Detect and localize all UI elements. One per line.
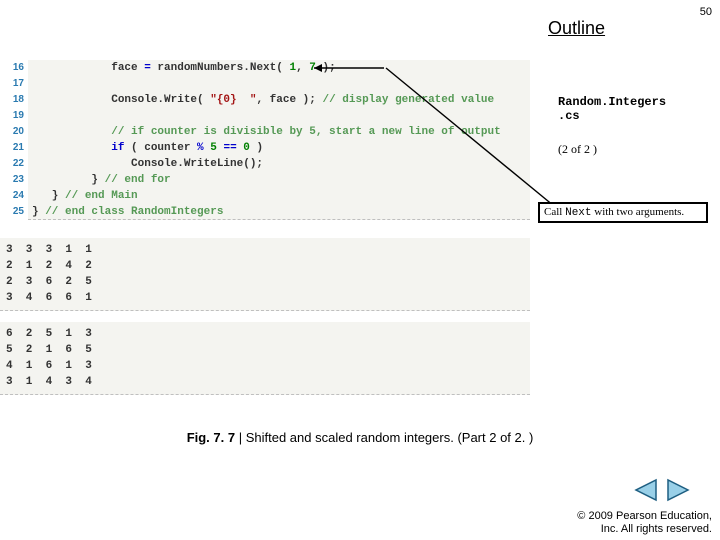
triangle-left-icon	[632, 478, 660, 502]
code-cell	[28, 76, 530, 92]
copyright-l1: © 2009 Pearson Education,	[577, 510, 712, 523]
caption-text: Shifted and scaled random integers. (Par…	[246, 430, 534, 445]
next-button[interactable]	[664, 478, 692, 502]
part-info: (2 of 2 )	[558, 142, 708, 157]
code-cell: } // end Main	[28, 188, 530, 204]
callout-pre: Call	[544, 206, 565, 218]
callout-box: Call Next with two arguments.	[538, 202, 708, 223]
copyright-l2: Inc. All rights reserved.	[577, 523, 712, 536]
line-number: 20	[0, 124, 28, 140]
code-line: 19	[0, 108, 530, 124]
code-line: 17	[0, 76, 530, 92]
filename-line2: .cs	[558, 109, 580, 123]
code-listing: 16 face = randomNumbers.Next( 1, 7 );171…	[0, 60, 530, 220]
line-number: 22	[0, 156, 28, 172]
prev-button[interactable]	[632, 478, 660, 502]
line-number: 23	[0, 172, 28, 188]
output-block-2: 6 2 5 1 3 5 2 1 6 5 4 1 6 1 3 3 1 4 3 4	[0, 322, 530, 395]
code-cell: Console.WriteLine();	[28, 156, 530, 172]
line-number: 21	[0, 140, 28, 156]
code-cell: } // end for	[28, 172, 530, 188]
annotation-arrow	[308, 60, 388, 76]
code-cell: if ( counter % 5 == 0 )	[28, 140, 530, 156]
code-line: 16 face = randomNumbers.Next( 1, 7 );	[0, 60, 530, 76]
code-cell: Console.Write( "{0} ", face ); // displa…	[28, 92, 530, 108]
figure-caption: Fig. 7. 7 | Shifted and scaled random in…	[0, 430, 720, 445]
filename-line1: Random.Integers	[558, 95, 666, 109]
callout-code: Next	[565, 207, 591, 219]
code-line: 22 Console.WriteLine();	[0, 156, 530, 172]
code-line: 21 if ( counter % 5 == 0 )	[0, 140, 530, 156]
copyright: © 2009 Pearson Education, Inc. All right…	[577, 510, 712, 536]
caption-label: Fig. 7. 7	[187, 430, 239, 445]
line-number: 19	[0, 108, 28, 124]
code-line: 24 } // end Main	[0, 188, 530, 204]
code-cell: } // end class RandomIntegers	[28, 204, 530, 220]
code-cell: // if counter is divisible by 5, start a…	[28, 124, 530, 140]
line-number: 24	[0, 188, 28, 204]
filename: Random.Integers .cs	[558, 95, 708, 124]
callout-post: with two arguments.	[592, 206, 685, 218]
code-cell: face = randomNumbers.Next( 1, 7 );	[28, 60, 530, 76]
nav-buttons	[632, 478, 692, 502]
line-number: 25	[0, 204, 28, 220]
page-number: 50	[700, 6, 712, 18]
caption-bar: |	[239, 430, 246, 445]
code-line: 18 Console.Write( "{0} ", face ); // dis…	[0, 92, 530, 108]
triangle-right-icon	[664, 478, 692, 502]
code-cell	[28, 108, 530, 124]
code-line: 20 // if counter is divisible by 5, star…	[0, 124, 530, 140]
outline-heading: Outline	[548, 18, 605, 39]
output-block-1: 3 3 3 1 1 2 1 2 4 2 2 3 6 2 5 3 4 6 6 1	[0, 238, 530, 311]
code-line: 25} // end class RandomIntegers	[0, 204, 530, 220]
code-line: 23 } // end for	[0, 172, 530, 188]
line-number: 16	[0, 60, 28, 76]
line-number: 17	[0, 76, 28, 92]
sidebar-info: Random.Integers .cs (2 of 2 )	[558, 95, 708, 157]
line-number: 18	[0, 92, 28, 108]
